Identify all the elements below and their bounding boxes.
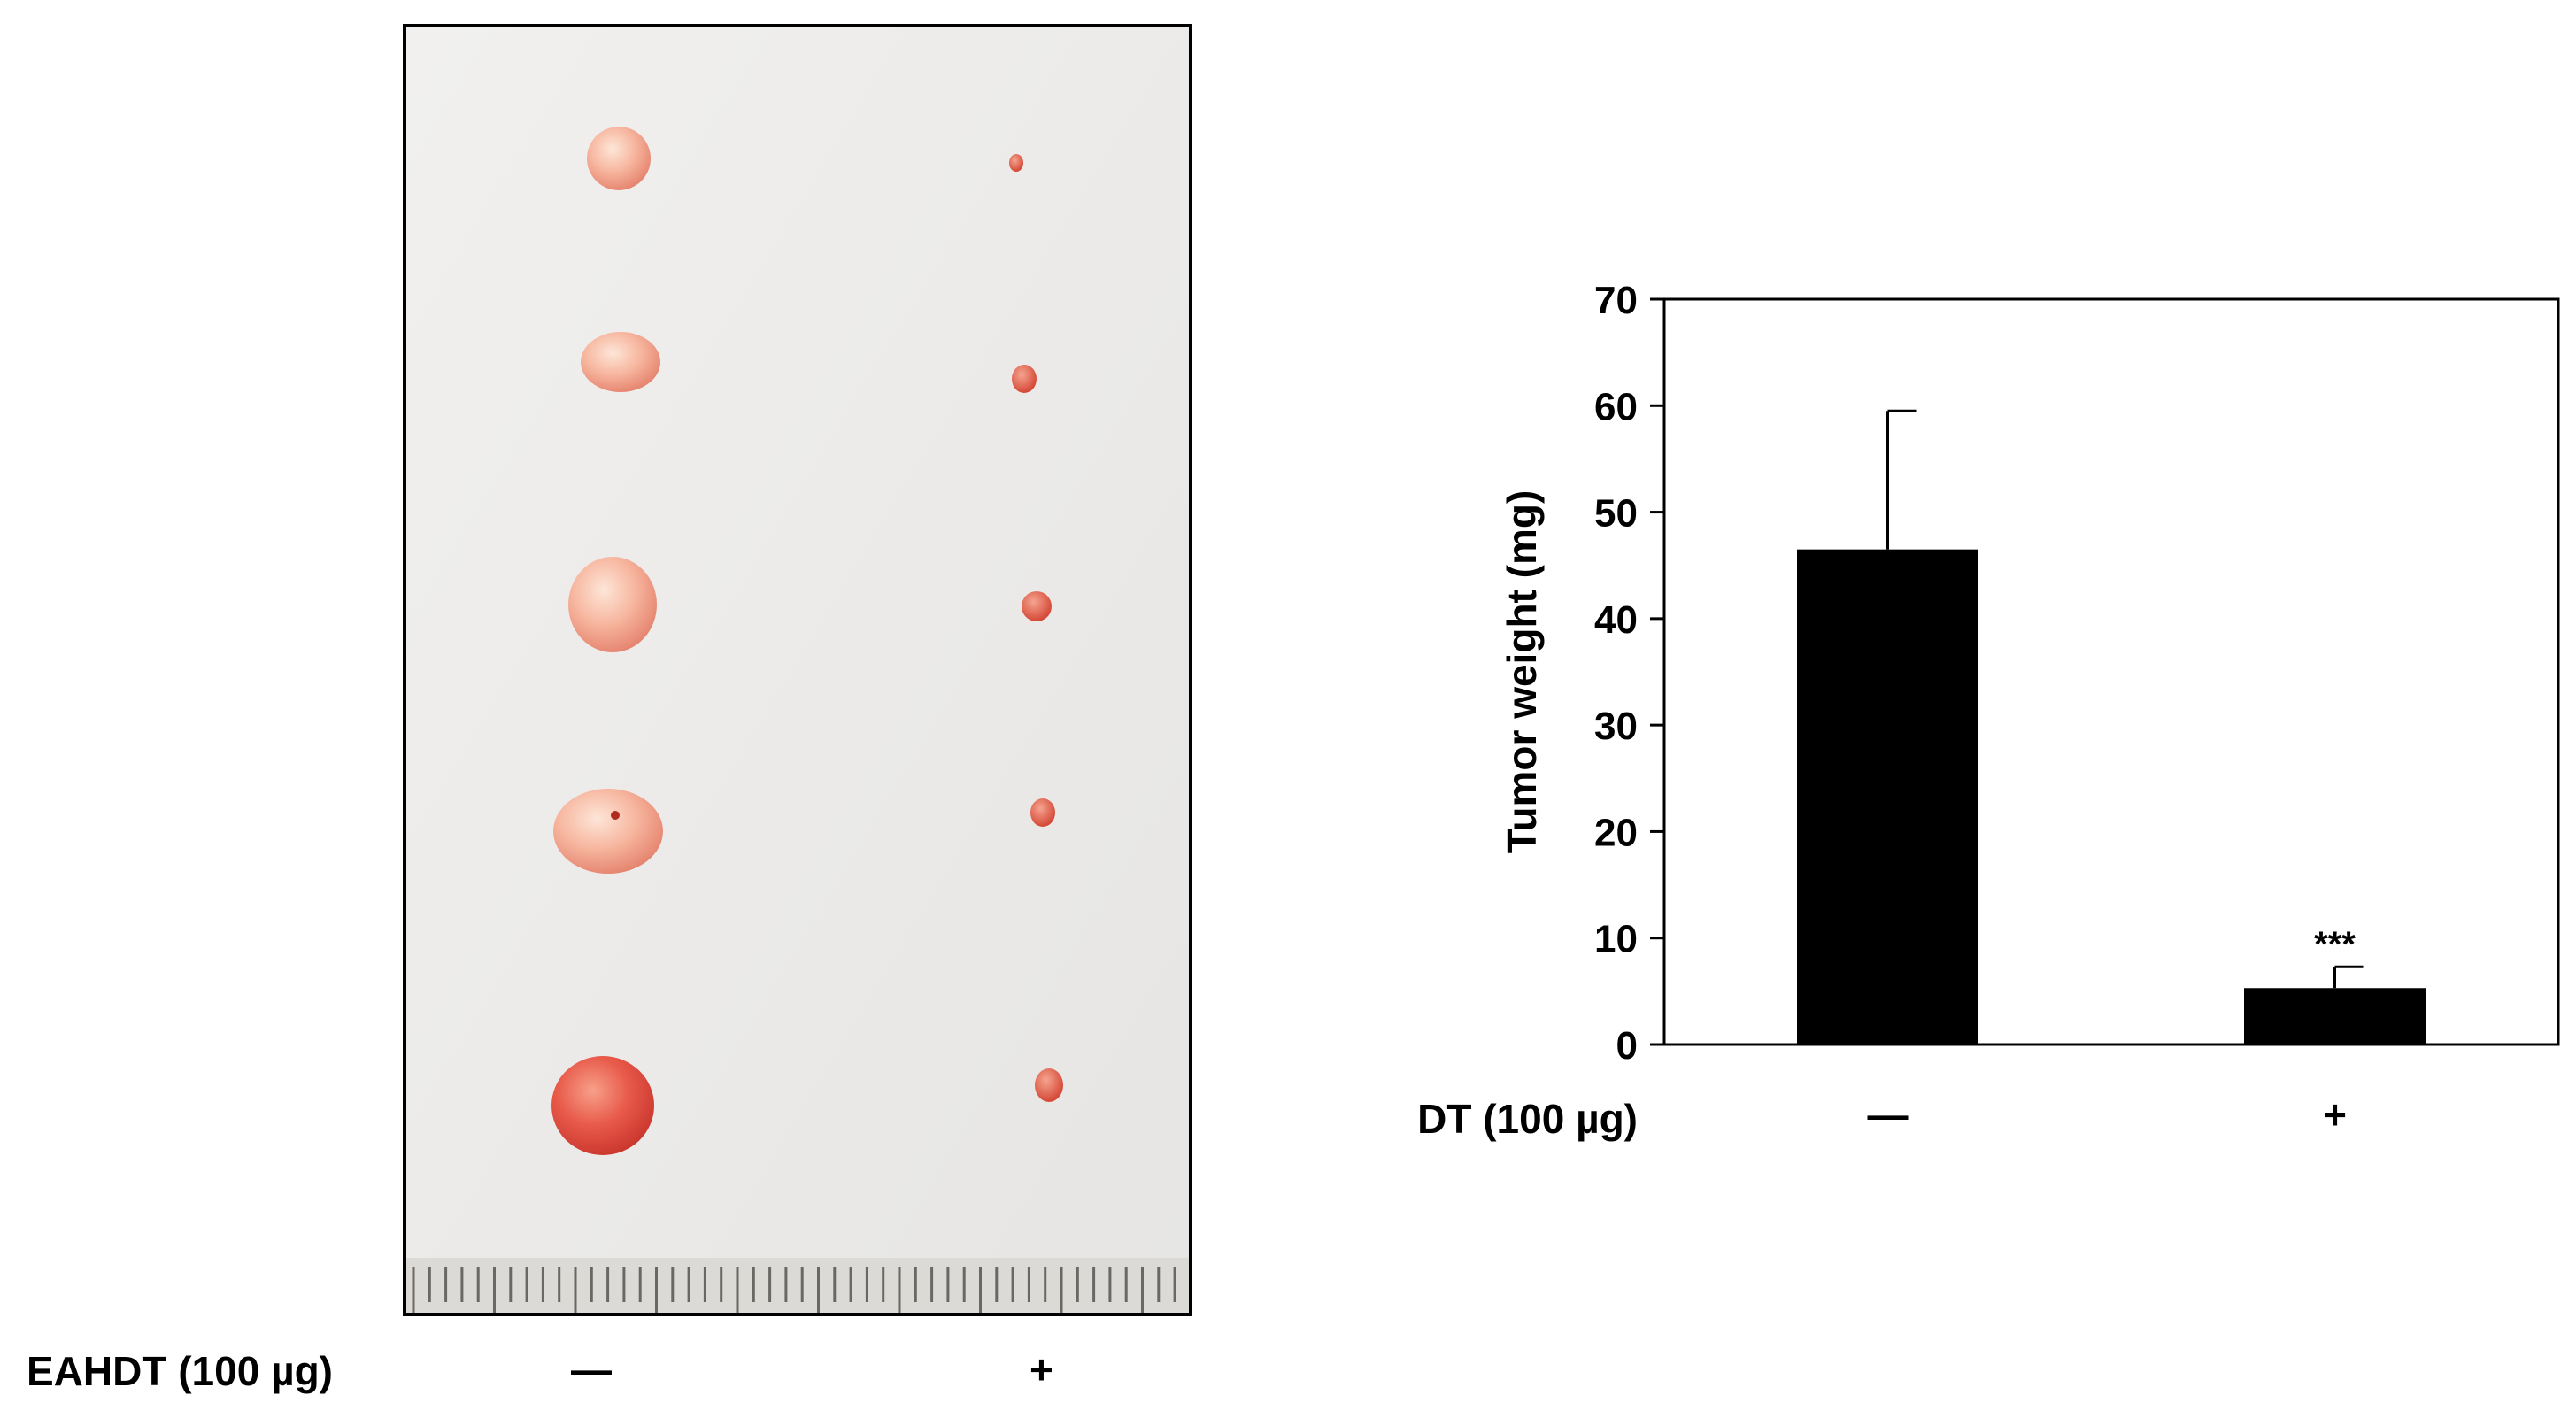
treated-group-symbol: + bbox=[1030, 1346, 1053, 1392]
tumor-control-5 bbox=[551, 1056, 654, 1155]
tumor-photo-image bbox=[406, 27, 1189, 1313]
tumor-control-1 bbox=[587, 127, 651, 190]
tumor-treated-5 bbox=[1035, 1068, 1063, 1102]
y-tick-label: 10 bbox=[1594, 918, 1638, 961]
y-tick-label: 0 bbox=[1616, 1024, 1638, 1068]
tumor-control-2 bbox=[581, 332, 660, 392]
y-tick-label: 30 bbox=[1594, 705, 1638, 748]
y-tick-label: 70 bbox=[1594, 279, 1638, 322]
y-tick-label: 40 bbox=[1594, 598, 1638, 642]
tumor-treated-3 bbox=[1022, 591, 1052, 621]
y-axis-title: Tumor weight (mg) bbox=[1499, 490, 1545, 854]
plot-frame bbox=[1662, 297, 2560, 1046]
tumor-weight-chart: 0 10 20 30 40 50 60 70 Tumor weight (mg) — *** + EAH… bbox=[1416, 279, 2560, 1142]
control-group-symbol: — bbox=[571, 1346, 612, 1392]
y-tick-label: 60 bbox=[1594, 385, 1638, 428]
bar bbox=[1797, 549, 1978, 1044]
x-category-label: + bbox=[2323, 1091, 2347, 1137]
x-axis-title: EAHDT (100 µg) bbox=[1416, 1096, 1638, 1142]
ruler-ticks bbox=[412, 1267, 1176, 1313]
tumor-photo bbox=[403, 24, 1192, 1316]
significance-label: *** bbox=[2314, 925, 2356, 964]
y-tick-label: 20 bbox=[1594, 811, 1638, 854]
tumor-control-3 bbox=[568, 557, 657, 652]
ruler bbox=[406, 1258, 1189, 1313]
bar bbox=[2244, 988, 2426, 1044]
tumor-control-4 bbox=[553, 789, 663, 874]
treatment-row-label: EAHDT (100 µg) bbox=[27, 1348, 333, 1394]
tumor-treated-1 bbox=[1009, 154, 1023, 172]
tumor-treated-4 bbox=[1030, 798, 1055, 827]
x-category-label: — bbox=[1868, 1091, 1909, 1137]
y-tick-label: 50 bbox=[1594, 492, 1638, 536]
tumor-treated-2 bbox=[1012, 365, 1037, 393]
